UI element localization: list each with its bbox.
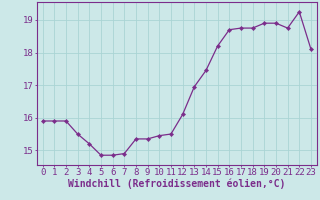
X-axis label: Windchill (Refroidissement éolien,°C): Windchill (Refroidissement éolien,°C) — [68, 179, 285, 189]
